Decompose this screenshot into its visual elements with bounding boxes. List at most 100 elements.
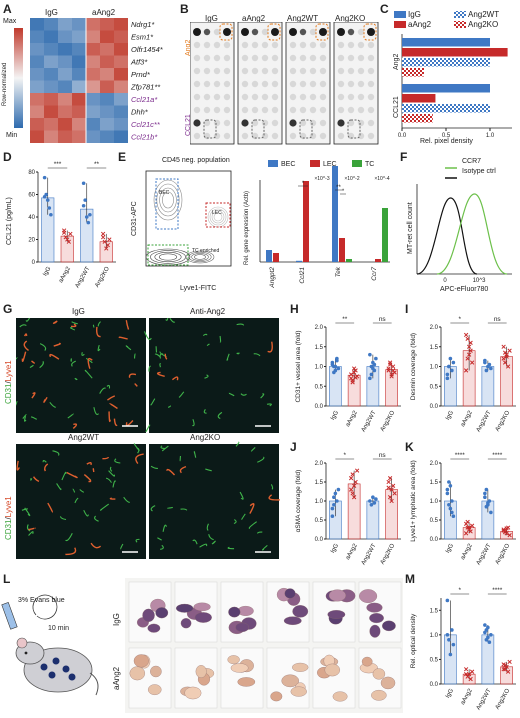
vessel-lyve1: [66, 471, 78, 479]
gene-label: Ccl21: [299, 267, 306, 284]
blot-dot: [309, 80, 317, 88]
data-point: [483, 491, 487, 496]
heatmap-cell: [30, 80, 44, 93]
vessel-lyve1: [113, 418, 118, 427]
bar-ang2wt: [402, 58, 490, 67]
y-tick-label: 0.5: [430, 518, 439, 524]
x-category-label: aAng2: [58, 265, 72, 284]
vessel-cd31: [125, 345, 132, 351]
legend-c-igg: IgG: [408, 10, 421, 19]
vessel-lyve1: [108, 411, 111, 423]
heatmap-svg: Ndrg1* Esm1* Olfr1454* Atf3* Prnd* Zfp781** Cc…: [14, 18, 164, 143]
vessel-cd31: [39, 343, 47, 351]
blot-dot: [367, 54, 375, 62]
sig-label: ns: [494, 316, 502, 323]
data-point: [333, 491, 338, 496]
flow-contour: [209, 208, 227, 226]
vessel-cd31: [97, 321, 101, 327]
blot-dot: [193, 28, 201, 36]
x-category-label: IgG: [330, 410, 340, 422]
data-point: [505, 364, 511, 369]
heatmap-cell: [86, 80, 100, 93]
mouse-eye: [24, 651, 28, 655]
data-point: [68, 231, 73, 237]
chart-i: 0.0 0.5 1.0 1.5 2.0 Desmin coverage (fold) IgG…: [410, 316, 516, 433]
x-tick-label: 0: [443, 278, 447, 284]
panel-label-c: C: [380, 2, 389, 16]
blot-dot: [299, 80, 307, 88]
blot-dot: [309, 106, 317, 114]
blot-col-label-ang2wt: Ang2WT: [287, 14, 319, 23]
data-point: [487, 640, 492, 645]
blot-dot: [347, 28, 355, 36]
data-point: [489, 366, 493, 371]
x-category-label: Ang2WT: [75, 266, 92, 290]
flow-contour: [185, 250, 215, 264]
tissue-sample: [235, 622, 249, 633]
blot-dot: [261, 106, 269, 114]
vessel-cd31: [208, 534, 214, 541]
chart-d-ylabel: CCL21 (pg/mL): [6, 197, 13, 245]
data-point: [466, 344, 472, 349]
blot-dot: [241, 93, 249, 101]
gene-label: Esm1*: [131, 33, 154, 42]
data-point: [332, 370, 336, 375]
data-point: [42, 175, 47, 180]
heatmap-cell: [114, 68, 128, 81]
blot-dot: [337, 119, 345, 127]
tissue-sample: [133, 654, 149, 668]
bar-igg: [402, 84, 490, 93]
data-point: [354, 468, 360, 473]
blot-dot: [357, 132, 365, 140]
legend-f-ccr7: CCR7: [462, 158, 482, 165]
blot-dot: [193, 93, 201, 101]
heatmap-cell: [72, 93, 86, 106]
panel-label-b: B: [180, 2, 189, 16]
heatmap-cell: [58, 68, 72, 81]
x-category-label: Ang2WT: [361, 543, 378, 567]
heatmap-cell: [86, 30, 100, 43]
blot-dot: [357, 106, 365, 114]
blot-dot: [299, 41, 307, 49]
data-point: [371, 366, 375, 371]
blot-dot: [271, 106, 279, 114]
heatmap-cell: [100, 93, 114, 106]
data-point: [451, 514, 456, 518]
data-point: [447, 503, 451, 507]
data-point: [486, 625, 490, 630]
gene-label: Dhh*: [131, 108, 149, 117]
y-tick-label: 2.0: [315, 325, 324, 331]
data-point: [105, 242, 110, 248]
stain-lyve1-2: Lyve1: [4, 496, 13, 518]
heatmap-cell: [30, 55, 44, 68]
vessel-cd31: [72, 488, 76, 493]
bar: [273, 253, 279, 262]
blot-dot: [367, 41, 375, 49]
data-point: [504, 354, 509, 359]
sig-label: *: [302, 181, 305, 187]
tissue-sample: [148, 684, 162, 696]
blot-box-ang2: [315, 23, 329, 41]
y-tick-label: 0.0: [315, 537, 324, 543]
vessel-lyve1: [23, 340, 29, 352]
heatmap-cell: [86, 43, 100, 56]
sig-label: ns: [379, 316, 387, 323]
sig-label: *: [458, 587, 461, 594]
gene-label: Prnd*: [131, 70, 151, 79]
vessel-cd31: [260, 393, 265, 399]
y-tick-label: 0.0: [430, 682, 439, 688]
blot-dot: [299, 28, 307, 36]
blot-dot: [367, 106, 375, 114]
y-tick-label: 1.0: [430, 499, 439, 505]
gene-label: Olfr1454*: [131, 45, 164, 54]
vessel-lyve1: [268, 494, 280, 501]
blot-dot: [193, 80, 201, 88]
blot-dot: [289, 119, 297, 127]
photo-background: [125, 578, 403, 713]
vessel-cd31: [204, 374, 209, 379]
isotype-curve: [416, 197, 478, 275]
flow-contour: [154, 251, 182, 263]
vessel-cd31: [22, 413, 27, 419]
bar-ang2ko: [402, 114, 433, 123]
data-point: [450, 510, 454, 515]
